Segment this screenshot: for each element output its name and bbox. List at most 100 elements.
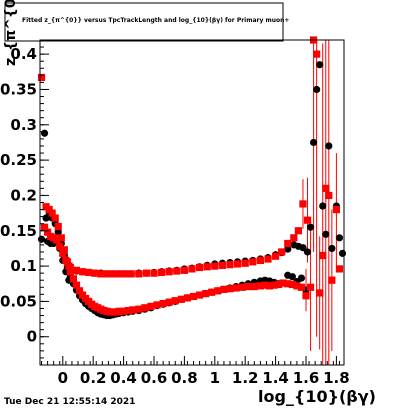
x-tick-label: 0.8 (171, 369, 198, 387)
data-point-red (208, 288, 216, 296)
data-point-red (159, 299, 167, 308)
data-point-red (54, 222, 62, 231)
data-point-red (66, 263, 74, 272)
x-tick-label: 1.4 (262, 369, 289, 387)
data-point-red (37, 73, 46, 82)
data-point-red (279, 279, 287, 287)
y-tick-label: 0.4 (10, 45, 37, 63)
data-point-red (332, 205, 340, 214)
data-point-black (310, 138, 318, 147)
data-point-red (127, 270, 135, 278)
y-tick-label: 0.05 (0, 292, 37, 310)
data-point-red (91, 269, 99, 277)
data-point-black (288, 273, 296, 281)
data-point-black (328, 244, 336, 253)
data-point-black (322, 230, 330, 238)
data-point-red (60, 246, 68, 254)
data-point-red (214, 287, 222, 295)
data-point-red (302, 292, 310, 300)
data-point-red (56, 242, 64, 250)
data-point-red (63, 258, 71, 266)
data-point-red (109, 270, 117, 278)
x-tick-label: 0 (58, 369, 68, 387)
data-point-red (256, 256, 264, 265)
chart-title: Fitted z_{π^{0}} versus TpcTrackLength a… (22, 17, 289, 24)
data-point-black (306, 223, 315, 231)
data-point-black (319, 202, 327, 210)
data-point-red (244, 282, 252, 291)
data-point-red (303, 216, 312, 224)
data-point-red (288, 280, 296, 289)
data-point-red (226, 261, 234, 269)
x-tick-label: 0.4 (110, 369, 137, 387)
data-point-red (165, 298, 173, 306)
y-tick-label: 0.1 (10, 257, 37, 275)
data-point-red (129, 306, 137, 314)
data-point-black (303, 248, 312, 256)
data-point-red (57, 234, 65, 242)
data-point-red (115, 270, 123, 278)
data-point-red (249, 258, 257, 266)
data-point-black (313, 85, 321, 94)
data-point-black (316, 61, 324, 69)
data-point-red (270, 281, 278, 289)
data-point-red (153, 301, 161, 309)
data-point-red (69, 275, 78, 283)
data-point-red (238, 283, 246, 291)
x-tick-label: 1.6 (293, 369, 320, 387)
x-tick-label: 1.8 (323, 369, 350, 387)
data-point-red (165, 268, 173, 276)
data-point-red (250, 282, 258, 291)
data-point-red (51, 214, 59, 222)
data-point-red (115, 307, 123, 315)
data-point-red (48, 209, 56, 217)
x-tick-label: 0.6 (141, 369, 168, 387)
data-point-black (297, 274, 306, 282)
data-point-red (121, 270, 129, 278)
y-tick-label: 0.25 (0, 151, 37, 169)
data-point-red (177, 295, 185, 303)
data-point-red (261, 281, 269, 289)
data-point-red (202, 290, 210, 298)
data-point-red (294, 227, 302, 235)
data-point-red (232, 284, 240, 292)
x-axis-title: log_{10}(βγ) (258, 387, 376, 406)
y-tick-label: 0.15 (0, 222, 37, 240)
data-point-red (284, 239, 292, 248)
y-tick-label: 0.2 (10, 186, 37, 204)
data-point-red (264, 255, 272, 263)
timestamp: Tue Dec 21 12:55:14 2021 (4, 397, 135, 407)
data-point-red (319, 251, 327, 260)
data-point-red (316, 289, 324, 297)
data-markers (37, 36, 347, 320)
error-bars (302, 40, 337, 365)
data-point-red (293, 282, 301, 290)
data-point-red (85, 268, 93, 277)
data-point-red (275, 280, 283, 289)
data-point-red (211, 262, 219, 270)
data-point-red (306, 283, 315, 291)
data-point-black (299, 244, 307, 252)
data-point-red (150, 269, 158, 277)
data-point-red (147, 302, 155, 310)
data-point-red (124, 306, 132, 315)
x-tick-label: 1 (210, 369, 220, 387)
x-tick-label: 0.2 (80, 369, 107, 387)
data-point-red (226, 285, 234, 293)
data-point-red (241, 259, 249, 267)
y-tick-label: 0.35 (0, 80, 37, 98)
x-tick-label: 1.2 (232, 369, 259, 387)
data-point-black (54, 228, 62, 236)
data-point-red (40, 223, 49, 231)
y-axis-title: z_{π^{0}} (3, 0, 19, 66)
data-point-red (66, 268, 74, 276)
data-point-red (290, 234, 298, 242)
data-point-red (72, 266, 81, 274)
title-box (4, 2, 284, 42)
data-point-red (173, 267, 181, 275)
data-point-black (335, 234, 344, 242)
data-point-black (40, 129, 49, 137)
data-point-red (171, 297, 179, 305)
data-point-red (44, 228, 52, 236)
